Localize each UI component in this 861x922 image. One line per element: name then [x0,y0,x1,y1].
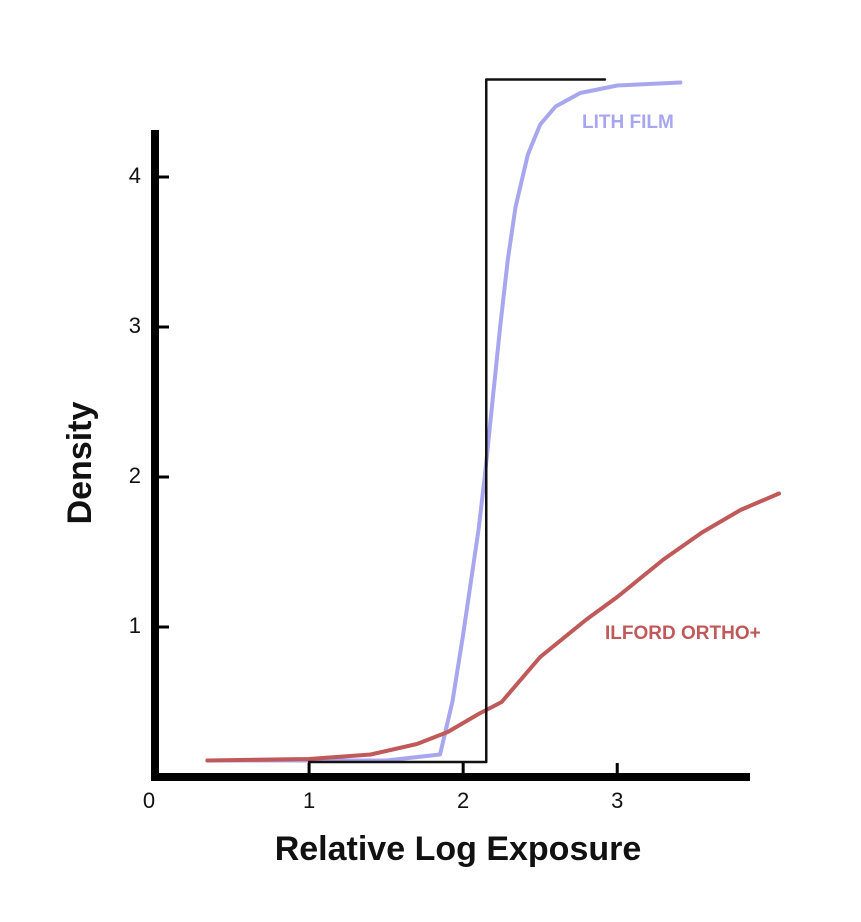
y-tick-label: 4 [129,163,141,188]
x-tick-label: 2 [457,788,469,813]
y-tick-label: 3 [129,313,141,338]
x-axis-label: Relative Log Exposure [275,830,642,868]
series-label: ILFORD ORTHO+ [605,623,761,644]
series-line [307,78,607,764]
y-tick-label: 2 [129,463,141,488]
x-tick-label: 3 [611,788,623,813]
series-line [205,80,683,763]
y-tick-label: 1 [129,613,141,638]
x-tick-label: 1 [303,788,315,813]
series-line [205,491,781,763]
x-tick-label: 0 [143,788,155,813]
series-label: LITH FILM [582,112,674,133]
y-axis-label: Density [61,402,99,525]
